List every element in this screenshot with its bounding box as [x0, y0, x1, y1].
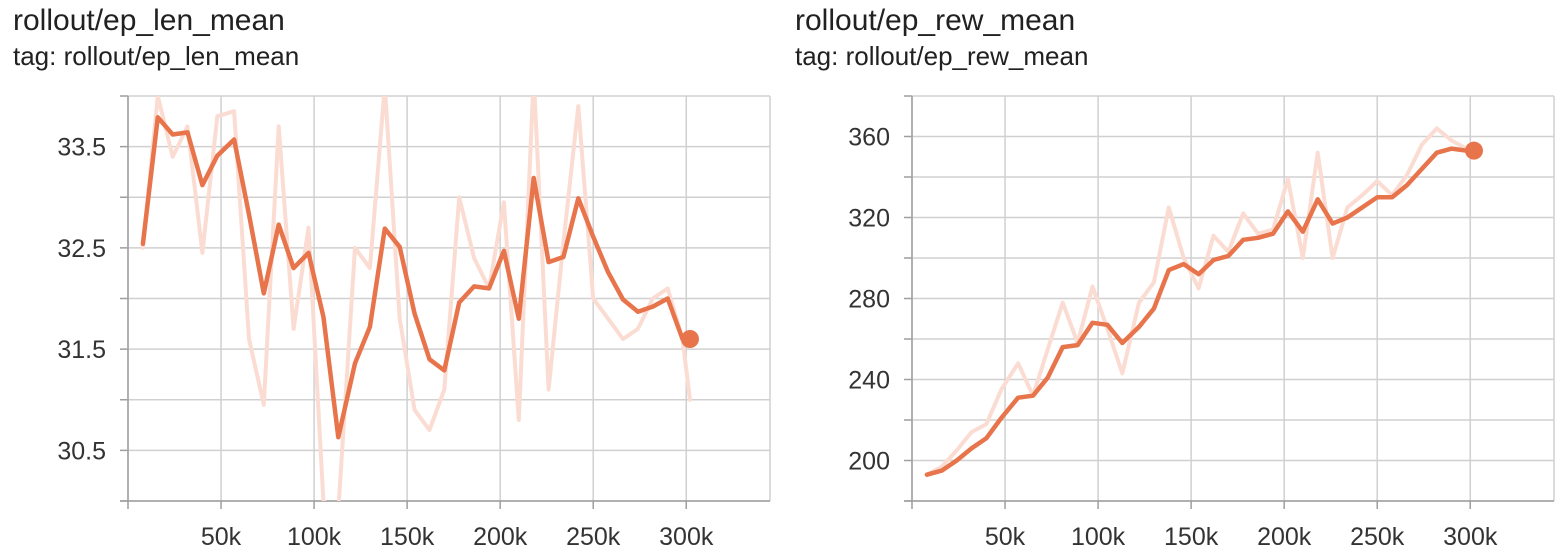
smoothed-series-line — [140, 115, 693, 440]
x-tick-label: 150k — [380, 523, 435, 551]
chart-title: rollout/ep_len_mean — [13, 4, 285, 37]
chart-panel-ep-len-mean: rollout/ep_len_mean tag: rollout/ep_len_… — [0, 0, 784, 558]
x-tick-label: 300k — [659, 523, 714, 551]
x-tick-label: 150k — [1164, 523, 1219, 551]
series-endpoint-marker — [1464, 141, 1483, 160]
x-tick-label: 100k — [1071, 523, 1126, 551]
chart-tag-subtitle: tag: rollout/ep_rew_mean — [795, 41, 1089, 71]
y-tick-label: 33.5 — [57, 134, 106, 162]
y-tick-label: 360 — [848, 124, 890, 152]
raw-series-line — [924, 126, 1476, 477]
x-tick-label: 50k — [985, 523, 1026, 551]
chart-tag-subtitle: tag: rollout/ep_len_mean — [13, 41, 300, 71]
series-endpoint-marker — [680, 330, 699, 348]
y-tick-label: 32.5 — [57, 235, 106, 263]
ep-rew-mean-line-chart[interactable]: 200 240 280 320 360 50k 100k 150k 200k 250k 300k — [784, 0, 1568, 558]
chart-title: rollout/ep_rew_mean — [795, 4, 1076, 37]
y-tick-label: 280 — [848, 286, 890, 314]
y-tick-label: 240 — [848, 367, 890, 395]
ep-len-mean-line-chart[interactable]: 30.5 31.5 32.5 33.5 50k 100k 150k 200k 250k 300k — [0, 0, 784, 558]
y-tick-label: 200 — [848, 448, 890, 476]
x-tick-label: 50k — [201, 523, 242, 551]
plot-series-group — [140, 96, 693, 501]
raw-series-line — [140, 96, 692, 501]
y-tick-label: 30.5 — [57, 437, 106, 465]
y-tick-label: 31.5 — [57, 336, 106, 364]
plot-series-group — [924, 126, 1477, 477]
x-tick-label: 300k — [1443, 523, 1498, 551]
x-tick-label: 100k — [287, 523, 342, 551]
x-tick-label: 200k — [1257, 523, 1312, 551]
smoothed-series-line — [924, 146, 1477, 477]
chart-panel-ep-rew-mean: rollout/ep_rew_mean tag: rollout/ep_rew_… — [784, 0, 1568, 558]
x-tick-label: 200k — [473, 523, 528, 551]
x-tick-label: 250k — [566, 523, 621, 551]
y-tick-label: 320 — [848, 205, 890, 233]
x-tick-label: 250k — [1350, 523, 1405, 551]
